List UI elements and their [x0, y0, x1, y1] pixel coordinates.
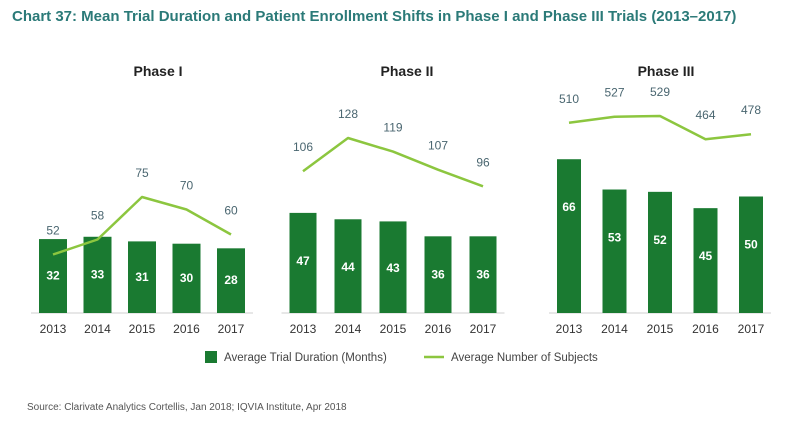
source-note: Source: Clarivate Analytics Cortellis, J…	[27, 402, 347, 413]
phase-2-bar-2014	[334, 219, 362, 313]
phase-3-line-label-2017: 478	[741, 103, 761, 117]
phase-3-x-tick-2015: 2015	[647, 322, 674, 336]
phase-2-x-tick-2015: 2015	[380, 322, 407, 336]
phase-1-x-tick-2016: 2016	[173, 322, 200, 336]
phase-2-bar-label-2014: 44	[341, 260, 355, 274]
phase-2-x-tick-2013: 2013	[290, 322, 317, 336]
phase-3-bar-label-2016: 45	[699, 249, 713, 263]
phase-3-bar-label-2015: 52	[653, 233, 667, 247]
phase-1-bar-label-2014: 33	[91, 268, 105, 282]
phase-1-bar-label-2013: 32	[46, 269, 60, 283]
phase-2-x-tick-2016: 2016	[425, 322, 452, 336]
phase-1-line-label-2013: 52	[46, 224, 60, 238]
phase-3-x-tick-2017: 2017	[738, 322, 765, 336]
phase-1-line-label-2014: 58	[91, 209, 105, 223]
phase-3-title: Phase III	[638, 63, 695, 79]
phase-1-line-label-2017: 60	[224, 204, 238, 218]
phase-1-title: Phase I	[133, 63, 182, 79]
phase-2-line-label-2014: 128	[338, 107, 358, 121]
phase-1-line-label-2015: 75	[135, 166, 149, 180]
phase-3-bar-label-2017: 50	[744, 238, 758, 252]
phase-2-bar-label-2016: 36	[431, 267, 445, 281]
phase-3-bar-label-2013: 66	[562, 200, 576, 214]
phase-3-x-tick-2016: 2016	[692, 322, 719, 336]
phase-3-bar-2013	[557, 159, 581, 313]
phase-2-bar-2013	[289, 212, 317, 313]
phase-2-line-label-2017: 96	[476, 155, 490, 169]
phase-2-line-label-2016: 107	[428, 139, 448, 153]
phase-1-x-tick-2015: 2015	[129, 322, 156, 336]
phase-1-bar-2014	[83, 236, 112, 313]
phase-3-bar-2015	[648, 191, 672, 313]
phase-2-bar-label-2017: 36	[476, 267, 490, 281]
phase-3-bar-label-2014: 53	[608, 231, 622, 245]
phase-1-bar-2017	[217, 248, 245, 313]
phase-3-bar-2016	[693, 208, 718, 313]
phase-3-x-tick-2013: 2013	[556, 322, 583, 336]
phase-3-bar-2014	[602, 189, 627, 313]
phase-2-x-tick-2017: 2017	[470, 322, 497, 336]
phase-1-x-tick-2014: 2014	[84, 322, 111, 336]
phase-1-line-label-2016: 70	[180, 179, 194, 193]
phase-2-bar-label-2015: 43	[386, 261, 400, 275]
phase-3-line-label-2016: 464	[695, 108, 715, 122]
phase-3-line-label-2015: 529	[650, 85, 670, 99]
legend-line-label: Average Number of Subjects	[451, 352, 598, 364]
phase-2-line-label-2015: 119	[383, 121, 402, 135]
phase-2-bar-2017	[469, 236, 497, 313]
phase-1-x-tick-2013: 2013	[40, 322, 67, 336]
phase-2-bar-label-2013: 47	[296, 254, 310, 268]
phase-3-bar-2017	[739, 196, 763, 313]
phase-1-bar-label-2015: 31	[135, 270, 149, 284]
phase-2-subjects-line	[302, 136, 484, 188]
legend-bar-swatch	[205, 351, 217, 363]
phase-1-bar-2015	[128, 241, 156, 313]
phase-2-title: Phase II	[381, 63, 434, 79]
chart-title: Chart 37: Mean Trial Duration and Patien…	[12, 8, 737, 25]
phase-3-line-label-2014: 527	[604, 86, 624, 100]
phase-1-x-tick-2017: 2017	[218, 322, 245, 336]
phase-1-bar-2016	[172, 243, 201, 313]
phase-1-bar-label-2016: 30	[180, 271, 194, 285]
phase-2-line-label-2013: 106	[293, 140, 313, 154]
legend-bar-label: Average Trial Duration (Months)	[224, 352, 387, 364]
phase-3-subjects-line	[568, 114, 752, 141]
phase-2-bar-2015	[379, 221, 407, 313]
phase-1-bar-label-2017: 28	[224, 273, 238, 287]
phase-2-x-tick-2014: 2014	[335, 322, 362, 336]
phase-3-line-label-2013: 510	[559, 92, 579, 106]
phase-2-bar-2016	[424, 236, 452, 313]
phase-3-x-tick-2014: 2014	[601, 322, 628, 336]
phase-1-subjects-line	[52, 195, 232, 256]
